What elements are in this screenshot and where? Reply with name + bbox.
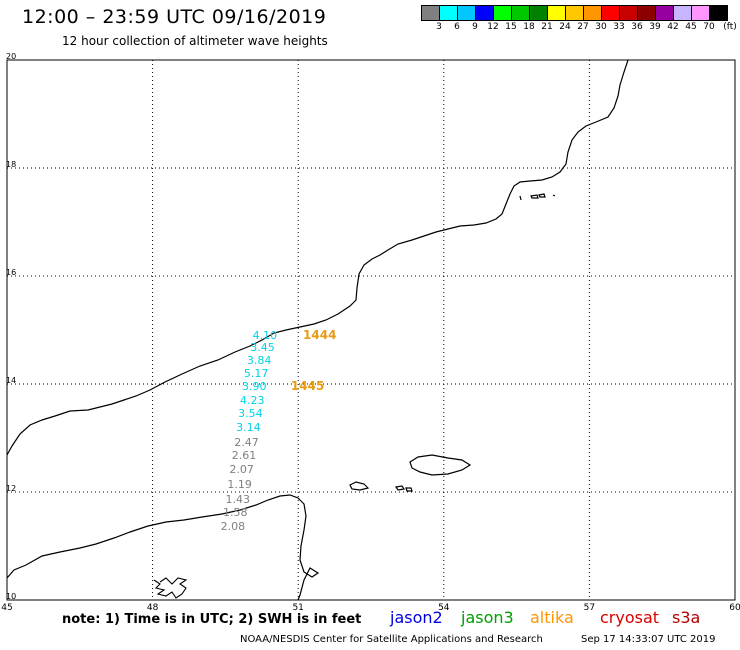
wave-height-value: 2.07 bbox=[229, 462, 254, 476]
wave-height-value: 1.19 bbox=[227, 477, 252, 491]
legend-label: 9 bbox=[472, 22, 478, 32]
lat-tick-label: 14 bbox=[6, 376, 17, 385]
inland-lake bbox=[153, 577, 188, 599]
lat-tick-label: 12 bbox=[6, 484, 17, 493]
lon-tick-label: 57 bbox=[583, 603, 596, 613]
coastline-somalia bbox=[6, 494, 320, 601]
lon-tick-label: 51 bbox=[292, 603, 304, 613]
legend-label: 18 bbox=[523, 22, 535, 32]
wave-height-value: 4.23 bbox=[240, 393, 265, 407]
lon-tick-label: 45 bbox=[1, 603, 13, 613]
footer-note: note: 1) Time is in UTC; 2) SWH is in fe… bbox=[62, 612, 362, 627]
legend-label: 24 bbox=[559, 22, 571, 32]
wave-height-value: 3.90 bbox=[241, 379, 267, 393]
satellite-name: jason2 bbox=[390, 608, 443, 627]
coastline-arabia bbox=[6, 59, 629, 456]
island-kuria-muria-4 bbox=[552, 194, 556, 197]
wave-height-value: 4.10 bbox=[252, 329, 278, 343]
legend-label: 15 bbox=[505, 22, 517, 32]
legend-label: 42 bbox=[667, 22, 679, 32]
island-abd-al-kuri bbox=[349, 481, 370, 491]
satellite-name: altika bbox=[530, 608, 574, 627]
map-title: 12:00 – 23:59 UTC 09/16/2019 bbox=[22, 6, 327, 28]
pass-time-label: 1444 bbox=[303, 328, 337, 343]
island-kuria-muria-1 bbox=[519, 195, 522, 201]
wave-height-color-legend bbox=[421, 5, 728, 21]
lon-tick-label: 60 bbox=[729, 603, 740, 613]
satellite-name: s3a bbox=[672, 608, 701, 627]
generation-timestamp: Sep 17 14:33:07 UTC 2019 bbox=[581, 634, 716, 645]
legend-swatch bbox=[709, 5, 728, 21]
satellite-name: cryosat bbox=[600, 608, 660, 627]
lat-tick-label: 20 bbox=[6, 52, 17, 61]
wave-height-value: 3.84 bbox=[246, 353, 272, 367]
legend-unit: (ft) bbox=[723, 22, 737, 32]
wave-height-value: 5.17 bbox=[243, 366, 269, 380]
map-frame bbox=[6, 59, 736, 601]
wave-height-value: 1.43 bbox=[225, 492, 250, 506]
wave-height-value: 2.61 bbox=[231, 449, 257, 463]
legend-label: 33 bbox=[613, 22, 625, 32]
island-small-1 bbox=[394, 485, 406, 491]
island-kuria-muria-2 bbox=[530, 194, 539, 199]
wave-height-value: 3.54 bbox=[238, 406, 263, 420]
lat-lon-grid bbox=[7, 60, 735, 600]
wave-height-value: 1.58 bbox=[223, 505, 248, 519]
lon-tick-label: 54 bbox=[438, 603, 450, 613]
wave-height-value: 3.14 bbox=[236, 421, 261, 435]
legend-label: 21 bbox=[541, 22, 553, 32]
wave-height-value: 3.45 bbox=[250, 340, 275, 354]
legend-label: 12 bbox=[487, 22, 499, 32]
legend-label: 27 bbox=[577, 22, 589, 32]
island-socotra bbox=[409, 454, 472, 476]
lat-tick-label: 18 bbox=[6, 160, 17, 169]
island-kuria-muria-3 bbox=[538, 193, 546, 198]
legend-label: 30 bbox=[595, 22, 607, 32]
legend-label: 6 bbox=[454, 22, 460, 32]
wave-height-value: 2.08 bbox=[220, 519, 246, 533]
legend-label: 36 bbox=[631, 22, 643, 32]
legend-label: 45 bbox=[685, 22, 697, 32]
wave-height-value: 2.47 bbox=[234, 436, 259, 450]
island-small-2 bbox=[405, 487, 413, 492]
satellite-name: jason3 bbox=[461, 608, 514, 627]
map-subtitle: 12 hour collection of altimeter wave hei… bbox=[62, 34, 328, 48]
lat-tick-label: 10 bbox=[6, 592, 17, 601]
legend-label: 3 bbox=[436, 22, 442, 32]
pass-time-label: 1445 bbox=[290, 378, 325, 393]
legend-label: 39 bbox=[649, 22, 661, 32]
lat-tick-label: 16 bbox=[6, 268, 17, 277]
lon-tick-label: 48 bbox=[146, 603, 159, 613]
legend-label: 70 bbox=[703, 22, 715, 32]
credit-text: NOAA/NESDIS Center for Satellite Applica… bbox=[240, 634, 543, 645]
